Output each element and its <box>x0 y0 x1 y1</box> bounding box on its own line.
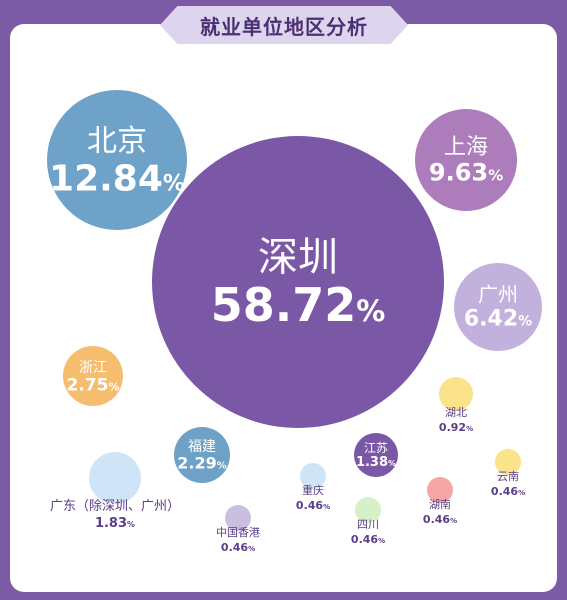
region-11-name: 四川 <box>357 518 379 531</box>
region-0-value-number: 58.72 <box>211 278 357 332</box>
region-0-name: 深圳 <box>258 235 338 281</box>
region-10-value-number: 0.46 <box>423 513 450 526</box>
region-4-value-number: 2.75 <box>67 375 109 395</box>
region-0-value-unit: % <box>356 294 385 328</box>
region-1-value-number: 12.84 <box>49 159 163 200</box>
bubble-region-12 <box>300 463 326 489</box>
region-10-name: 湖南 <box>429 498 451 511</box>
region-4-value-unit: % <box>108 380 119 393</box>
region-8-value: 0.92% <box>439 421 473 434</box>
region-8-value-number: 0.92 <box>439 421 466 434</box>
region-2-value-unit: % <box>488 166 503 184</box>
region-5-value-unit: % <box>217 461 227 472</box>
region-5-group: 福建2.29% <box>174 427 230 483</box>
region-1-name: 北京 <box>87 124 147 159</box>
region-3-value-number: 6.42 <box>464 307 518 332</box>
region-5-value: 2.29% <box>177 454 227 473</box>
region-4-name: 浙江 <box>79 360 107 376</box>
region-1-value: 12.84% <box>49 159 185 200</box>
region-13-value-number: 0.46 <box>221 541 248 554</box>
bubble-region-9 <box>495 449 521 475</box>
region-12-group: 重庆 0.46% <box>296 463 330 512</box>
region-2-value-number: 9.63 <box>429 158 488 186</box>
region-0-value: 58.72% <box>211 278 386 332</box>
region-9-value-unit: % <box>518 489 525 497</box>
region-7-value-unit: % <box>127 520 135 529</box>
region-6-value-number: 1.38 <box>356 455 388 470</box>
bubble-region-10 <box>427 477 453 503</box>
region-10-value: 0.46% <box>423 513 457 526</box>
region-9-group: 云南 0.46% <box>491 449 525 498</box>
region-7-group: 广东（除深圳、广州） 1.83% <box>50 452 180 531</box>
region-8-value-unit: % <box>466 425 473 433</box>
region-13-value: 0.46% <box>221 541 255 554</box>
region-6-name: 江苏 <box>364 441 388 455</box>
region-1-value-unit: % <box>163 172 185 197</box>
region-5-name: 福建 <box>188 439 216 455</box>
region-12-value-number: 0.46 <box>296 499 323 512</box>
region-12-name: 重庆 <box>302 483 324 497</box>
bubble-region-5 <box>174 427 230 483</box>
region-11-value-unit: % <box>378 537 385 545</box>
bubble-region-1 <box>47 90 187 230</box>
region-6-value-unit: % <box>388 459 396 468</box>
region-2-group: 上海9.63% <box>415 109 517 211</box>
region-11-value: 0.46% <box>351 533 385 546</box>
region-8-group: 湖北 0.92% <box>439 377 473 434</box>
region-6-group: 江苏1.38% <box>354 433 398 477</box>
region-3-group: 广州6.42% <box>454 263 542 351</box>
bubble-region-13 <box>225 505 251 531</box>
region-3-name: 广州 <box>478 283 518 307</box>
region-12-value: 0.46% <box>296 499 330 512</box>
region-13-group: 中国香港 0.46% <box>216 505 260 554</box>
region-4-value: 2.75% <box>67 375 120 395</box>
region-3-value-unit: % <box>518 314 532 330</box>
bubble-region-0 <box>152 136 444 428</box>
region-11-group: 四川 0.46% <box>351 497 385 546</box>
bubble-region-6 <box>354 433 398 477</box>
region-8-name: 湖北 <box>445 406 467 419</box>
bubble-region-2 <box>415 109 517 211</box>
region-6-value: 1.38% <box>356 455 396 470</box>
region-9-name: 云南 <box>497 470 519 483</box>
region-11-value-number: 0.46 <box>351 533 378 546</box>
region-9-value: 0.46% <box>491 485 525 498</box>
region-12-value-unit: % <box>323 503 330 511</box>
region-2-name: 上海 <box>444 135 488 160</box>
region-13-value-unit: % <box>248 545 255 553</box>
region-7-value: 1.83% <box>95 516 135 531</box>
region-2-value: 9.63% <box>429 158 503 186</box>
chart-title: 就业单位地区分析 <box>160 6 408 44</box>
region-4-group: 浙江2.75% <box>63 346 123 406</box>
region-10-group: 湖南 0.46% <box>423 477 457 526</box>
region-13-name: 中国香港 <box>216 526 260 539</box>
region-5-value-number: 2.29 <box>177 454 216 473</box>
bubble-region-7 <box>89 452 141 504</box>
bubble-region-4 <box>63 346 123 406</box>
region-10-value-unit: % <box>450 517 457 525</box>
region-3-value: 6.42% <box>464 307 532 332</box>
region-7-name: 广东（除深圳、广州） <box>50 499 180 514</box>
region-7-value-number: 1.83 <box>95 516 127 531</box>
region-9-value-number: 0.46 <box>491 485 518 498</box>
bubble-region-8 <box>439 377 473 411</box>
bubble-region-11 <box>355 497 381 523</box>
bubble-region-3 <box>454 263 542 351</box>
